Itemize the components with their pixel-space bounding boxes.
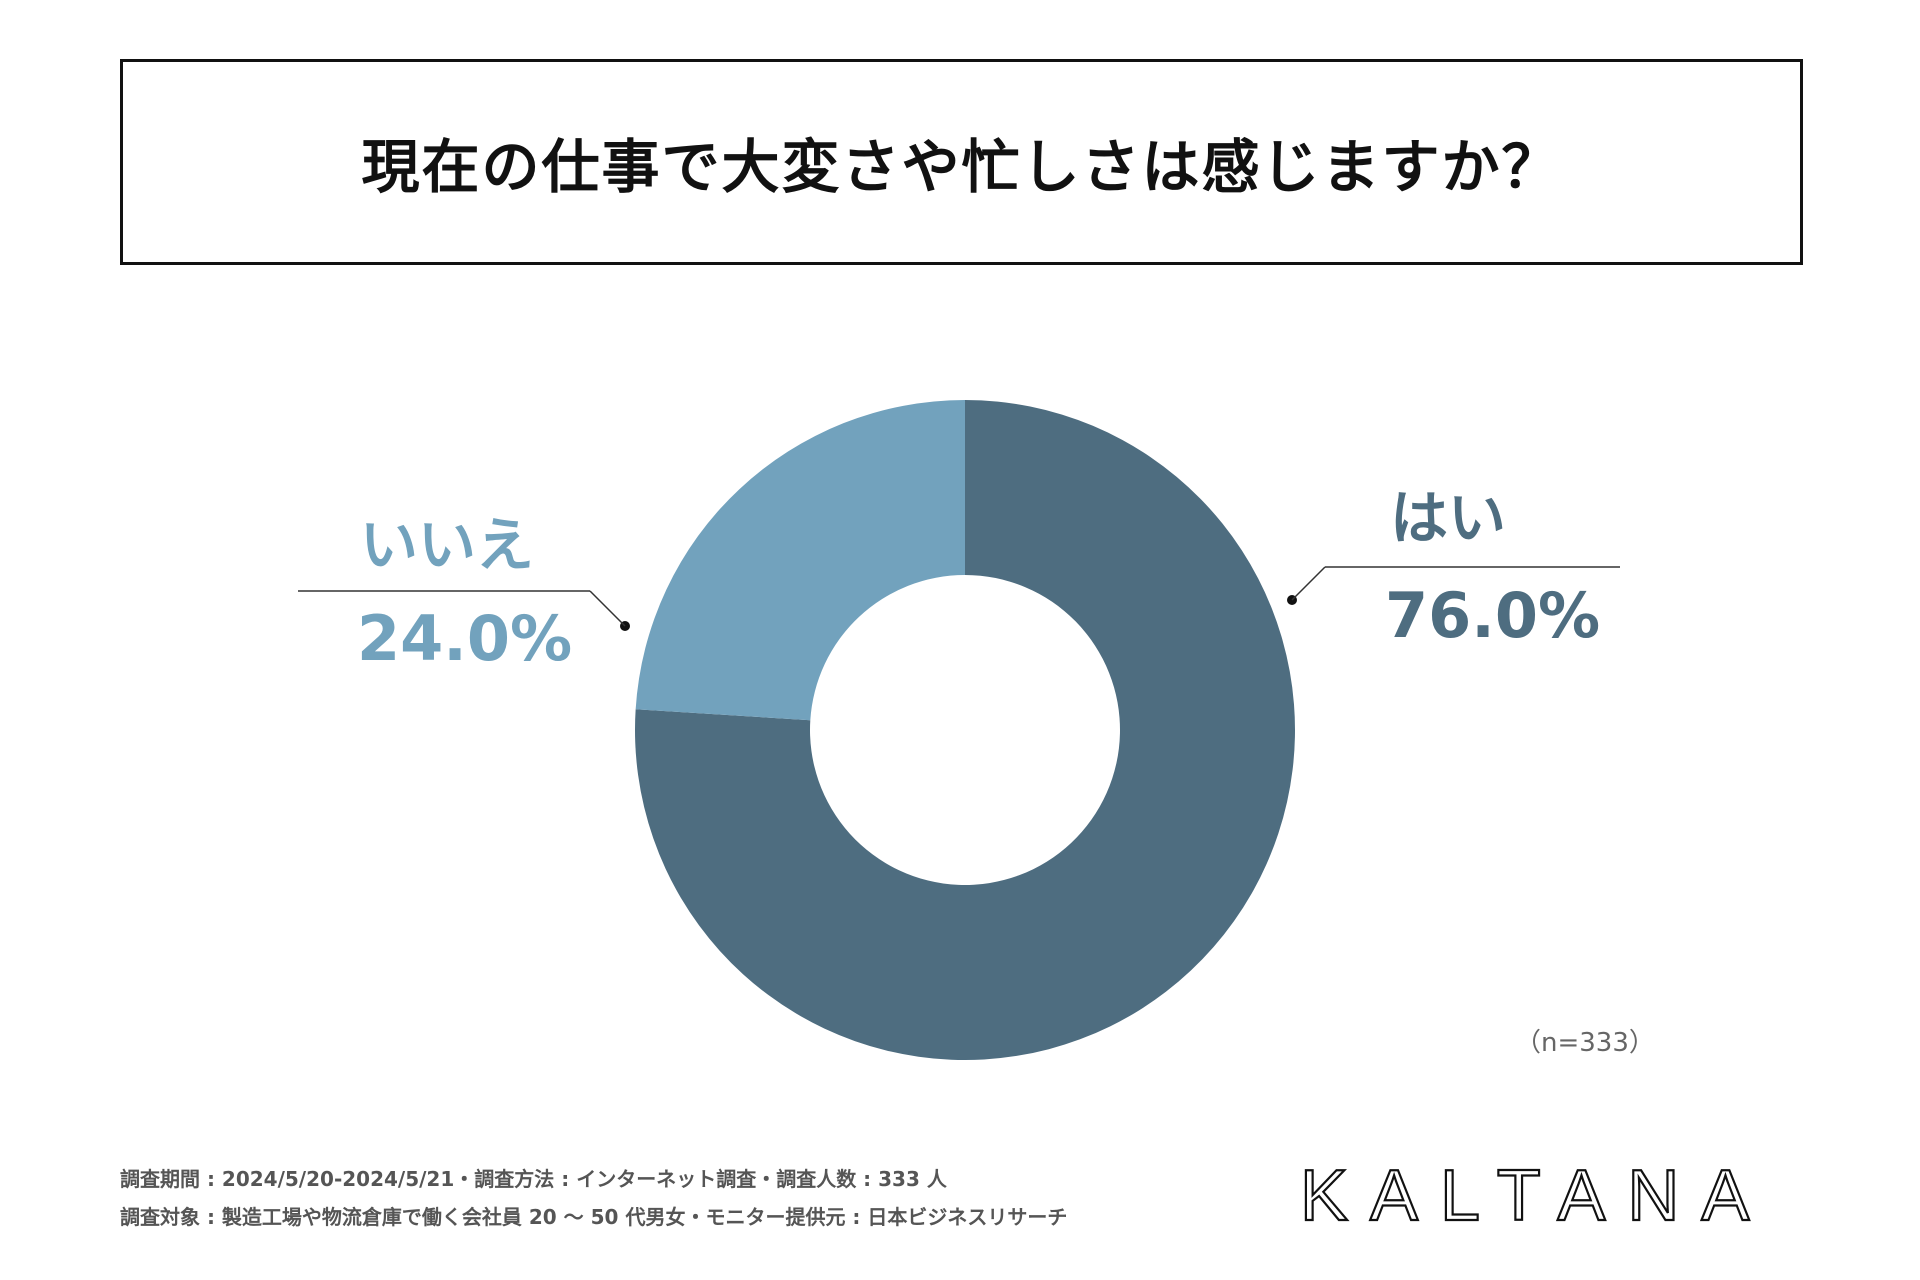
- title-box: 現在の仕事で大変さや忙しさは感じますか？: [120, 59, 1803, 265]
- slice-no: [635, 400, 965, 721]
- sample-size-note: （n=333）: [1515, 1028, 1655, 1058]
- label-no-value: 24.0%: [357, 602, 572, 675]
- leader-line-no-diagonal: [589, 590, 626, 627]
- logo-wordmark: KALTANA: [1300, 1156, 1771, 1232]
- leader-line-yes-diagonal: [1291, 566, 1326, 601]
- slice-yes: [635, 400, 1295, 1060]
- footer-line-survey-period: 調査期間 : 2024/5/20-2024/5/21・調査方法 : インターネッ…: [120, 1167, 947, 1191]
- label-no-category: いいえ: [360, 511, 534, 579]
- footer-notes: 調査期間 : 2024/5/20-2024/5/21・調査方法 : インターネッ…: [120, 1160, 1067, 1236]
- chart-title: 現在の仕事で大変さや忙しさは感じますか？: [361, 133, 1562, 201]
- footer-line-survey-target: 調査対象 : 製造工場や物流倉庫で働く会社員 20 〜 50 代男女・モニター提…: [120, 1205, 1068, 1229]
- label-yes-category: はい: [1390, 484, 1506, 552]
- kaltana-logo: KALTANA: [1300, 1155, 1771, 1232]
- label-yes-value: 76.0%: [1385, 579, 1600, 652]
